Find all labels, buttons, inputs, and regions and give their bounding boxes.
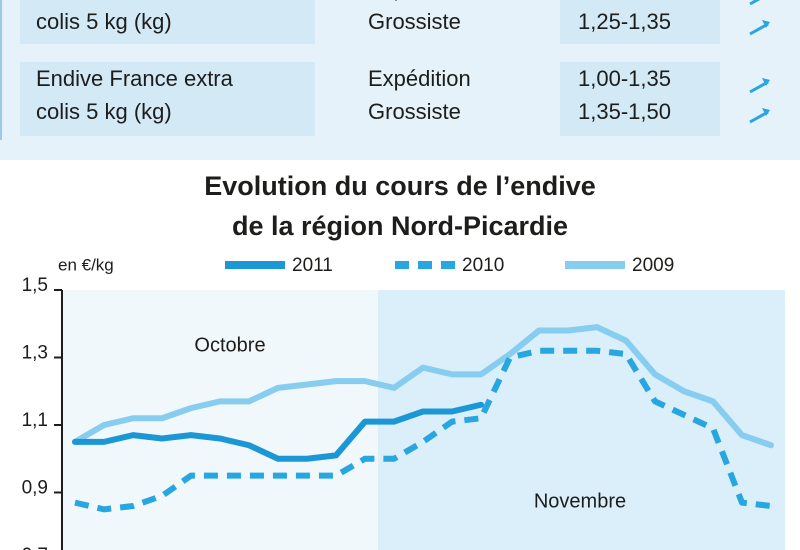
table-border [0,0,2,140]
cell [560,0,720,44]
y-tick-label: 1,5 [22,275,48,296]
series-line [74,347,772,513]
cell [20,0,315,44]
y-axis-label: en €/kg [58,255,114,274]
row-boxes [20,0,720,136]
price-range: 1,00-1,20 [578,0,671,1]
stage-label: Grossiste [368,99,461,124]
arrow-up [749,108,770,124]
annotation: Novembre [534,490,626,512]
arrow-up [749,20,770,36]
legend-label: 2009 [632,255,674,276]
product-label: Endive France extra [36,0,234,1]
price-range: 1,00-1,35 [578,66,671,91]
stage-label: Expédition [368,66,471,91]
product-label: colis 5 kg (kg) [36,9,172,34]
cell [20,62,315,136]
product-label: Endive France extra [36,66,234,91]
y-tick-label: 0,9 [22,478,48,499]
y-tick-label: 1,3 [22,343,48,364]
annotation: Octobre [194,334,265,356]
trend-arrows [749,0,770,124]
november-band [378,290,785,550]
series-line [72,324,774,449]
price-range: 1,35-1,50 [578,99,671,124]
product-label: colis 5 kg (kg) [36,99,172,124]
chart-title: Evolution du cours de l’endive [204,171,596,201]
series-line [72,401,484,462]
legend-label: 2010 [462,255,504,276]
arrow-up [749,78,770,94]
stage-label: Grossiste [368,9,461,34]
price-range: 1,25-1,35 [578,9,671,34]
chart-subtitle: de la région Nord-Picardie [232,211,568,241]
legend-label: 2011 [292,255,333,276]
stage-label: Expédition [368,0,471,1]
cell [560,62,720,136]
y-tick-label: 1,1 [22,410,48,431]
y-tick-label: 0,7 [22,545,48,550]
arrow-up [749,0,761,6]
